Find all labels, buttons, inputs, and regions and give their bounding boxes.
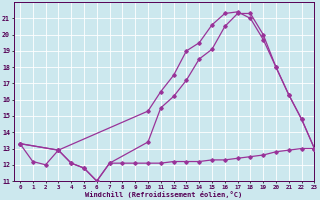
X-axis label: Windchill (Refroidissement éolien,°C): Windchill (Refroidissement éolien,°C) — [85, 191, 243, 198]
